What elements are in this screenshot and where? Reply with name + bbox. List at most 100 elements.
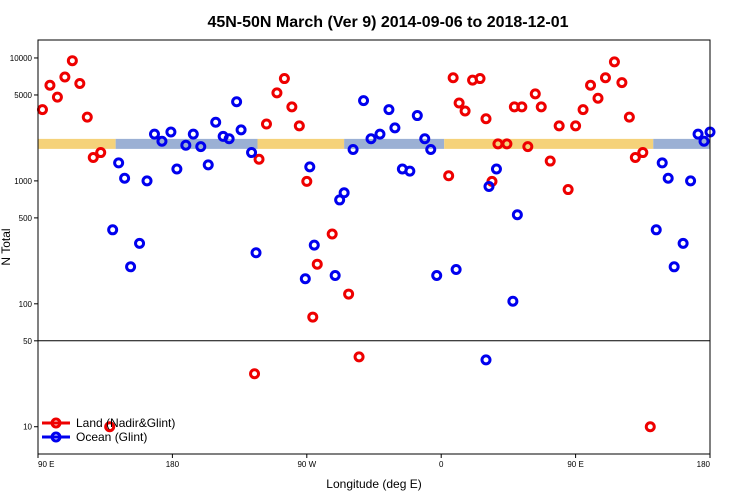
- land-point: [474, 73, 486, 85]
- land-point: [623, 111, 635, 123]
- ocean-point: [125, 261, 137, 273]
- land-point: [585, 79, 597, 91]
- land-point: [637, 147, 649, 159]
- x-tick-label: 90 W: [297, 460, 316, 469]
- ocean-point: [304, 161, 316, 173]
- ocean-point: [148, 128, 160, 140]
- x-axis: 90 E 180 90 W 0 90 E 180: [37, 454, 711, 469]
- plot-frame: [37, 39, 711, 455]
- y-axis-label: N Total: [0, 228, 13, 265]
- legend: Land (Nadir&Glint) Ocean (Glint): [42, 416, 175, 444]
- land-point: [326, 228, 338, 240]
- land-point: [260, 118, 272, 130]
- land-point: [311, 258, 323, 270]
- land-point: [95, 147, 107, 159]
- ocean-point: [507, 295, 519, 307]
- ocean-point: [365, 133, 377, 145]
- ocean-point: [223, 133, 235, 145]
- ocean-point: [685, 175, 697, 187]
- land-point: [453, 97, 465, 109]
- land-point: [459, 105, 471, 117]
- ocean-point: [431, 269, 443, 281]
- land-point: [480, 113, 492, 125]
- ocean-point: [119, 172, 131, 184]
- land-point: [249, 368, 261, 380]
- land-point: [616, 77, 628, 89]
- x-tick-label: 0: [439, 460, 444, 469]
- legend-ocean-label: Ocean (Glint): [76, 430, 147, 444]
- ocean-point: [210, 116, 222, 128]
- land-point: [447, 72, 459, 84]
- ocean-point: [419, 133, 431, 145]
- ocean-point: [347, 144, 359, 156]
- land-point: [443, 170, 455, 182]
- ocean-point: [156, 135, 168, 147]
- y-tick-label: 500: [19, 214, 33, 223]
- land-point: [592, 92, 604, 104]
- land-point: [353, 351, 365, 363]
- land-point: [529, 88, 541, 100]
- land-point: [644, 421, 656, 433]
- ocean-point: [180, 139, 192, 151]
- land-point: [74, 77, 86, 89]
- land-point: [293, 120, 305, 132]
- x-tick-label: 180: [166, 460, 180, 469]
- ocean-point: [480, 354, 492, 366]
- ocean-point: [698, 135, 710, 147]
- land-point: [522, 141, 534, 153]
- ocean-point: [483, 181, 495, 193]
- y-tick-label: 100: [19, 300, 33, 309]
- band-segment-land: [38, 138, 116, 149]
- land-point: [44, 79, 56, 91]
- legend-land-marker: [50, 417, 62, 429]
- ocean-point: [171, 163, 183, 175]
- ocean-point: [411, 110, 423, 122]
- ocean-point: [141, 175, 153, 187]
- x-tick-label: 180: [697, 460, 711, 469]
- ocean-point: [383, 104, 395, 116]
- land-point: [104, 421, 116, 433]
- land-point: [286, 101, 298, 113]
- land-point: [577, 104, 589, 116]
- y-tick-label: 10: [23, 423, 32, 432]
- ocean-point: [187, 128, 199, 140]
- land-point: [599, 72, 611, 84]
- band-segment-land: [444, 138, 654, 149]
- ocean-point: [246, 147, 258, 159]
- ocean-point: [231, 96, 243, 108]
- ocean-point: [235, 124, 247, 136]
- ocean-point: [450, 264, 462, 276]
- ocean-point: [250, 247, 262, 259]
- ocean-point: [650, 224, 662, 236]
- land-point: [271, 87, 283, 99]
- ocean-point: [692, 128, 704, 140]
- ocean-point: [662, 172, 674, 184]
- ocean-point: [107, 224, 119, 236]
- y-tick-label: 10000: [10, 54, 33, 63]
- land-point: [544, 155, 556, 167]
- y-axis: 10 50 100 500 1000 5000 10000: [10, 54, 38, 432]
- ocean-point: [668, 261, 680, 273]
- ocean-point: [202, 159, 214, 171]
- ocean-point: [195, 141, 207, 153]
- x-tick-label: 90 E: [38, 460, 54, 469]
- band-segment-land: [257, 138, 345, 149]
- ocean-point: [677, 237, 689, 249]
- legend-ocean-marker: [50, 431, 62, 443]
- land-point: [570, 120, 582, 132]
- surface-band: [38, 138, 710, 149]
- land-point: [87, 151, 99, 163]
- land-point: [516, 101, 528, 113]
- band-segment-ocean: [115, 138, 258, 149]
- ocean-point: [134, 237, 146, 249]
- land-point: [629, 151, 641, 163]
- chart-title: 45N-50N March (Ver 9) 2014-09-06 to 2018…: [207, 14, 568, 31]
- land-point: [278, 73, 290, 85]
- ocean-point: [338, 187, 350, 199]
- ocean-point: [404, 165, 416, 177]
- land-point: [59, 71, 71, 83]
- land-point: [51, 91, 63, 103]
- land-point: [36, 104, 48, 116]
- ocean-point: [389, 122, 401, 134]
